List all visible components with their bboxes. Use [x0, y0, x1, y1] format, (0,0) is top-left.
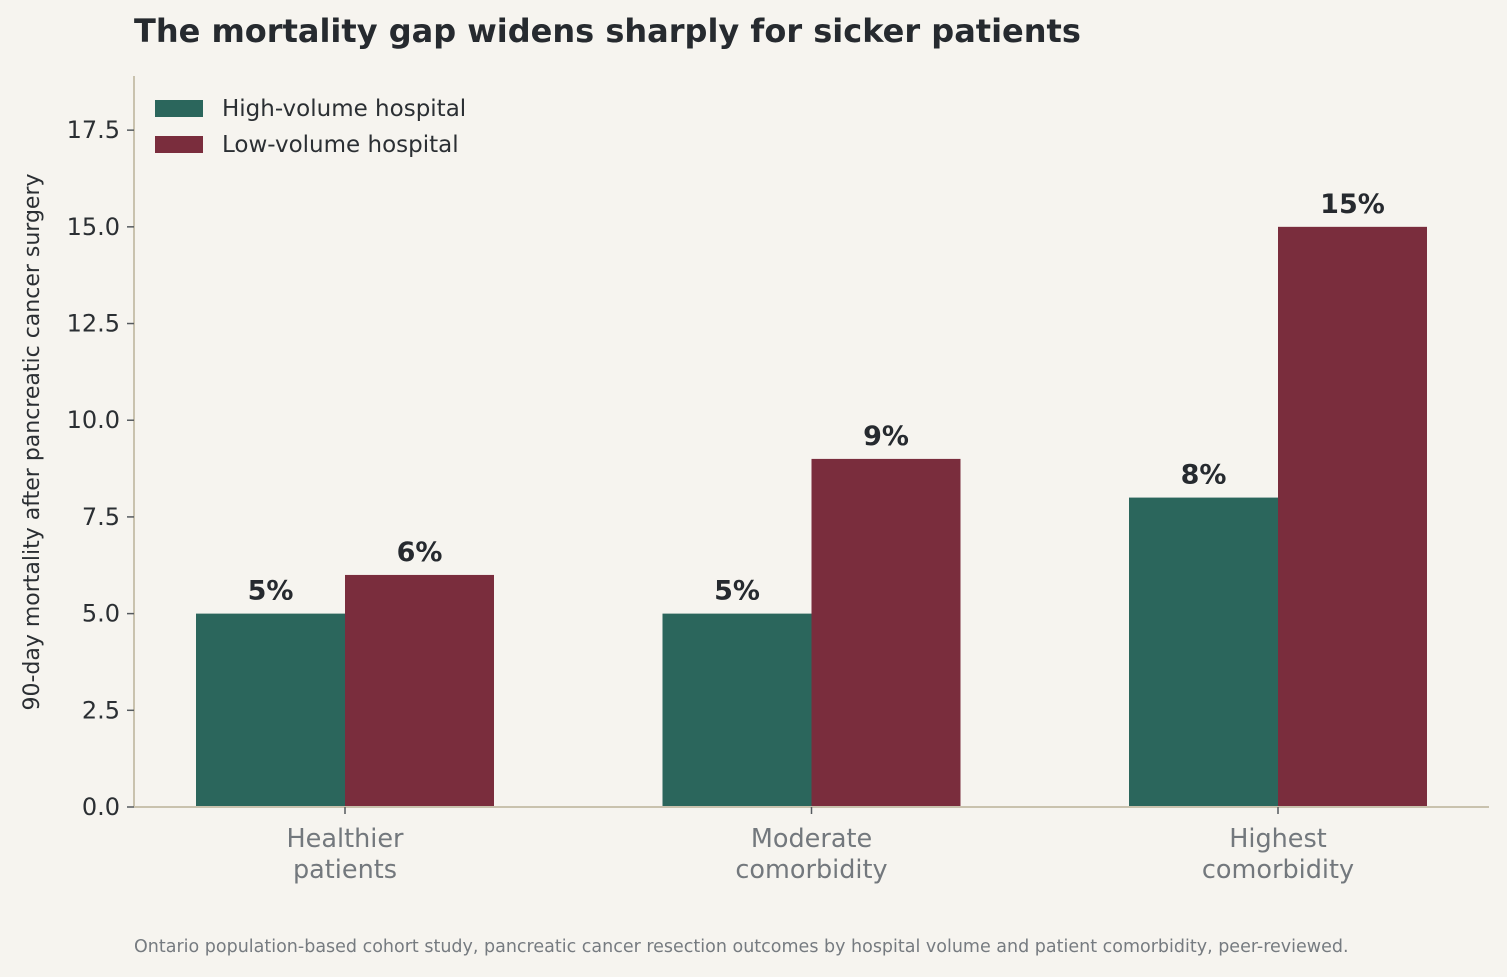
y-tick-label: 12.5: [67, 310, 120, 338]
bar-value-label: 5%: [714, 576, 760, 607]
legend-label: Low-volume hospital: [222, 132, 459, 158]
y-tick-label: 7.5: [82, 503, 120, 531]
bar: [1129, 497, 1278, 807]
bar: [662, 613, 812, 807]
y-tick-label: 5.0: [82, 600, 120, 628]
y-tick-label: 15.0: [67, 213, 120, 241]
x-ticks-group: Healthier patients Moderate comorbidity High…: [287, 807, 1354, 885]
bar-value-label: 8%: [1181, 460, 1227, 491]
y-tick-label: 0.0: [82, 793, 120, 821]
bar-value-label: 9%: [863, 421, 909, 452]
y-tick-label: 10.0: [67, 406, 120, 434]
x-tick-label: Moderate comorbidity: [735, 824, 887, 885]
legend-label: High-volume hospital: [222, 96, 466, 122]
bar: [1278, 226, 1427, 808]
y-tick-label: 17.5: [67, 116, 120, 144]
bar-value-label: 5%: [248, 576, 294, 607]
bar-value-label: 15%: [1320, 189, 1385, 220]
chart-title: The mortality gap widens sharply for sic…: [134, 12, 1081, 50]
x-tick-label: Highest comorbidity: [1202, 824, 1354, 885]
legend-swatch: [155, 100, 203, 117]
bar: [345, 574, 494, 807]
bar: [196, 613, 345, 807]
y-ticks-group: 0.0 2.5 5.0 7.5 10.0 12.5 15.0 17.5: [67, 116, 134, 821]
legend-swatch: [155, 136, 203, 153]
bars-group: [196, 226, 1427, 808]
y-axis-label: 90-day mortality after pancreatic cancer…: [20, 173, 45, 710]
bar: [811, 458, 961, 807]
value-labels-group: 5% 6% 5% 9% 8% 15%: [248, 189, 1385, 607]
y-tick-label: 2.5: [82, 696, 120, 724]
bar-value-label: 6%: [397, 537, 443, 568]
legend: High-volume hospital Low-volume hospital: [155, 96, 466, 158]
source-note: Ontario population-based cohort study, p…: [134, 937, 1349, 957]
x-tick-label: Healthier patients: [287, 824, 405, 885]
